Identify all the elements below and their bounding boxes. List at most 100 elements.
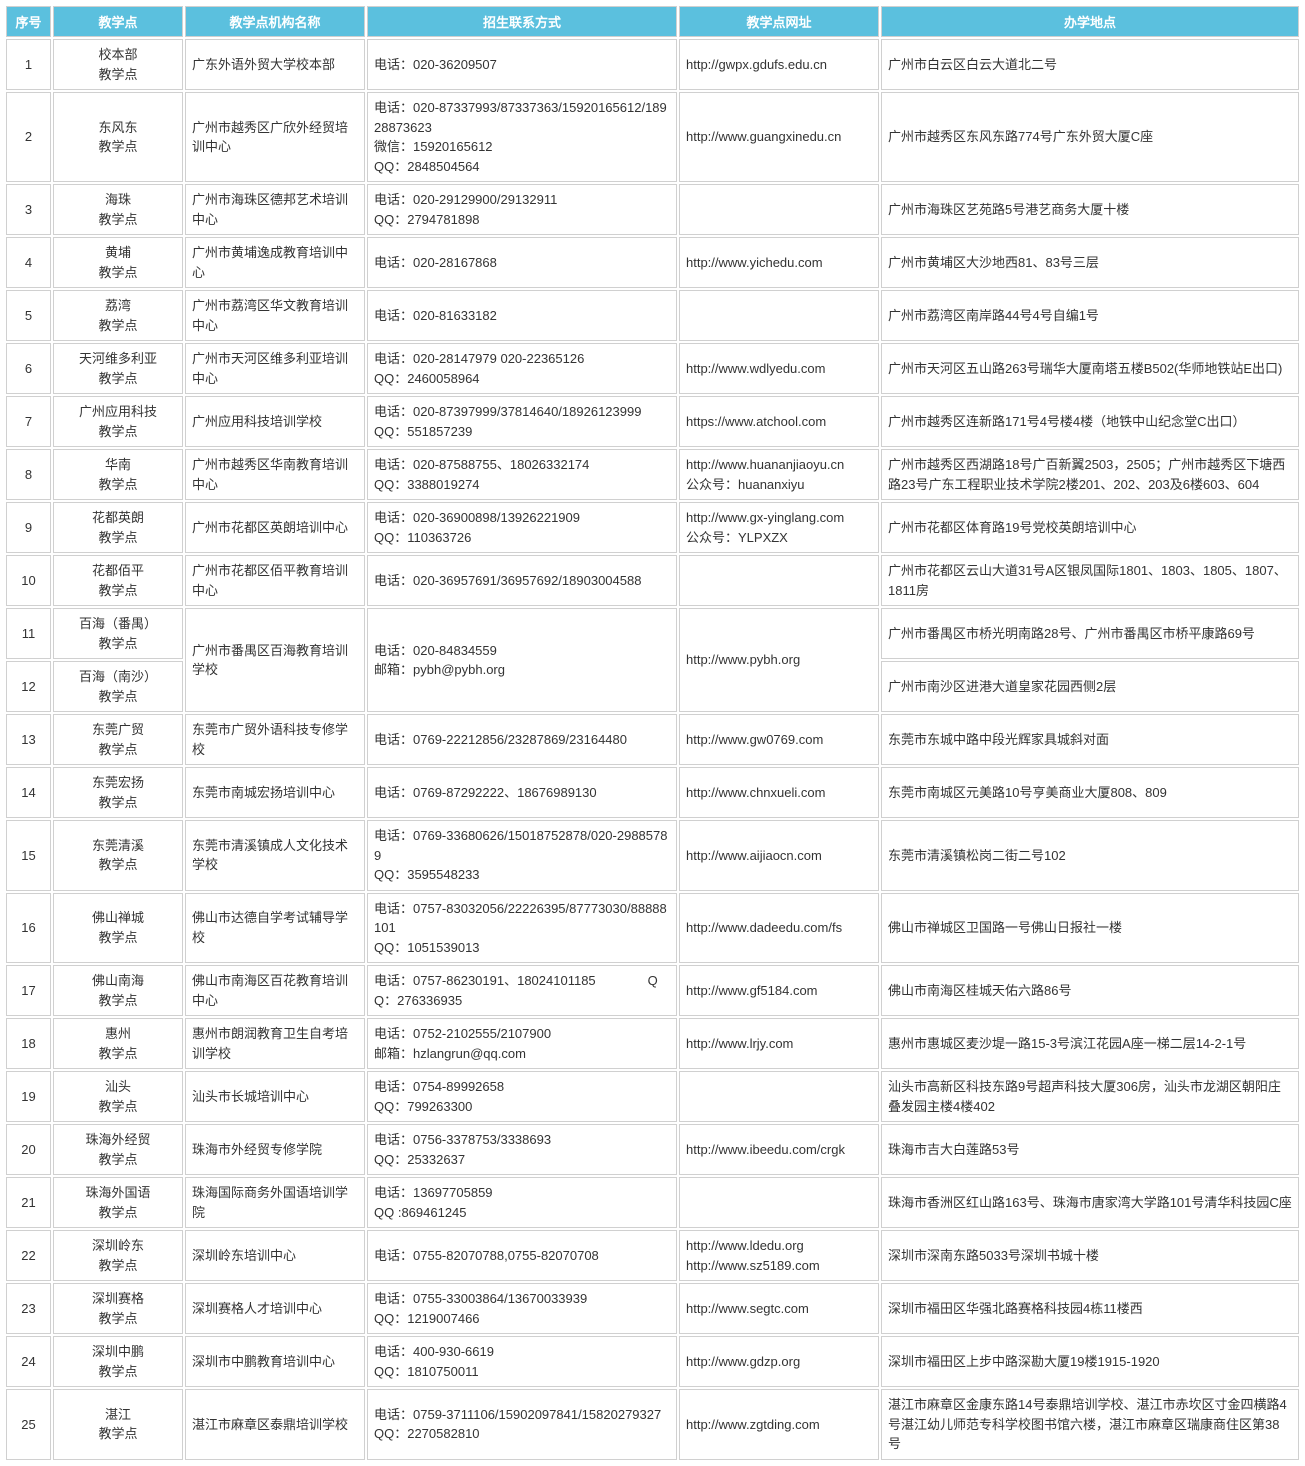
table-row: 11百海（番禺） 教学点广州市番禺区百海教育培训学校电话：020-8483455… (6, 608, 1299, 659)
table-row: 24深圳中鹏 教学点深圳市中鹏教育培训中心电话：400-930-6619 QQ：… (6, 1336, 1299, 1387)
cell-url: http://www.segtc.com (679, 1283, 879, 1334)
cell-url: http://gwpx.gdufs.edu.cn (679, 39, 879, 90)
header-point: 教学点 (53, 6, 183, 37)
table-row: 6天河维多利亚 教学点广州市天河区维多利亚培训中心电话：020-28147979… (6, 343, 1299, 394)
cell-url (679, 1177, 879, 1228)
cell-idx: 11 (6, 608, 51, 659)
cell-contact: 电话：0769-87292222、18676989130 (367, 767, 677, 818)
cell-idx: 2 (6, 92, 51, 182)
cell-point: 百海（番禺） 教学点 (53, 608, 183, 659)
cell-contact: 电话：0754-89992658 QQ：799263300 (367, 1071, 677, 1122)
cell-idx: 4 (6, 237, 51, 288)
cell-idx: 15 (6, 820, 51, 891)
cell-addr: 湛江市麻章区金康东路14号泰鼎培训学校、湛江市赤坎区寸金四横路4号湛江幼儿师范专… (881, 1389, 1299, 1460)
cell-url: http://www.gw0769.com (679, 714, 879, 765)
cell-point: 东莞宏扬 教学点 (53, 767, 183, 818)
cell-contact: 电话：020-36209507 (367, 39, 677, 90)
cell-addr: 广州市番禺区市桥光明南路28号、广州市番禺区市桥平康路69号 (881, 608, 1299, 659)
cell-idx: 16 (6, 893, 51, 964)
cell-org: 深圳市中鹏教育培训中心 (185, 1336, 365, 1387)
header-addr: 办学地点 (881, 6, 1299, 37)
cell-idx: 19 (6, 1071, 51, 1122)
cell-point: 百海（南沙） 教学点 (53, 661, 183, 712)
header-url: 教学点网址 (679, 6, 879, 37)
cell-contact: 电话：0756-3378753/3338693 QQ：25332637 (367, 1124, 677, 1175)
cell-addr: 广州市花都区体育路19号党校英朗培训中心 (881, 502, 1299, 553)
cell-point: 深圳中鹏 教学点 (53, 1336, 183, 1387)
cell-org: 广州市番禺区百海教育培训学校 (185, 608, 365, 712)
table-row: 14东莞宏扬 教学点东莞市南城宏扬培训中心电话：0769-87292222、18… (6, 767, 1299, 818)
table-row: 20珠海外经贸 教学点珠海市外经贸专修学院电话：0756-3378753/333… (6, 1124, 1299, 1175)
cell-point: 汕头 教学点 (53, 1071, 183, 1122)
cell-idx: 8 (6, 449, 51, 500)
cell-addr: 广州市荔湾区南岸路44号4号自编1号 (881, 290, 1299, 341)
cell-point: 花都佰平 教学点 (53, 555, 183, 606)
cell-org: 广州市荔湾区华文教育培训中心 (185, 290, 365, 341)
cell-addr: 惠州市惠城区麦沙堤一路15-3号滨江花园A座一梯二层14-2-1号 (881, 1018, 1299, 1069)
cell-contact: 电话：020-29129900/29132911 QQ：2794781898 (367, 184, 677, 235)
cell-contact: 电话：020-87588755、18026332174 QQ：338801927… (367, 449, 677, 500)
cell-url: http://www.aijiaocn.com (679, 820, 879, 891)
table-row: 2东风东 教学点广州市越秀区广欣外经贸培训中心电话：020-87337993/8… (6, 92, 1299, 182)
cell-addr: 广州市花都区云山大道31号A区银凤国际1801、1803、1805、1807、1… (881, 555, 1299, 606)
cell-addr: 佛山市南海区桂城天佑六路86号 (881, 965, 1299, 1016)
cell-url: http://www.gx-yinglang.com 公众号：YLPXZX (679, 502, 879, 553)
cell-contact: 电话：0755-82070788,0755-82070708 (367, 1230, 677, 1281)
table-row: 18惠州 教学点惠州市朗润教育卫生自考培训学校电话：0752-2102555/2… (6, 1018, 1299, 1069)
cell-idx: 5 (6, 290, 51, 341)
cell-org: 广州市天河区维多利亚培训中心 (185, 343, 365, 394)
cell-org: 广州市越秀区广欣外经贸培训中心 (185, 92, 365, 182)
cell-contact: 电话：020-87397999/37814640/18926123999 QQ：… (367, 396, 677, 447)
table-row: 10花都佰平 教学点广州市花都区佰平教育培训中心电话：020-36957691/… (6, 555, 1299, 606)
cell-org: 广州市越秀区华南教育培训中心 (185, 449, 365, 500)
cell-contact: 电话：020-84834559 邮箱：pybh@pybh.org (367, 608, 677, 712)
cell-url: http://www.dadeedu.com/fs (679, 893, 879, 964)
cell-addr: 东莞市清溪镇松岗二街二号102 (881, 820, 1299, 891)
cell-point: 珠海外国语 教学点 (53, 1177, 183, 1228)
cell-point: 东风东 教学点 (53, 92, 183, 182)
cell-point: 珠海外经贸 教学点 (53, 1124, 183, 1175)
cell-addr: 广州市白云区白云大道北二号 (881, 39, 1299, 90)
cell-addr: 深圳市福田区华强北路赛格科技园4栋11楼西 (881, 1283, 1299, 1334)
header-org: 教学点机构名称 (185, 6, 365, 37)
cell-addr: 汕头市高新区科技东路9号超声科技大厦306房，汕头市龙湖区朝阳庄叠发园主楼4楼4… (881, 1071, 1299, 1122)
table-row: 3海珠 教学点广州市海珠区德邦艺术培训中心电话：020-29129900/291… (6, 184, 1299, 235)
table-row: 9花都英朗 教学点广州市花都区英朗培训中心电话：020-36900898/139… (6, 502, 1299, 553)
table-row: 13东莞广贸 教学点东莞市广贸外语科技专修学校电话：0769-22212856/… (6, 714, 1299, 765)
cell-point: 海珠 教学点 (53, 184, 183, 235)
cell-url: http://www.wdlyedu.com (679, 343, 879, 394)
table-row: 16佛山禅城 教学点佛山市达德自学考试辅导学校电话：0757-83032056/… (6, 893, 1299, 964)
cell-contact: 电话：400-930-6619 QQ：1810750011 (367, 1336, 677, 1387)
cell-point: 佛山禅城 教学点 (53, 893, 183, 964)
cell-point: 天河维多利亚 教学点 (53, 343, 183, 394)
cell-org: 广州市花都区英朗培训中心 (185, 502, 365, 553)
cell-addr: 珠海市香洲区红山路163号、珠海市唐家湾大学路101号清华科技园C座 (881, 1177, 1299, 1228)
cell-point: 荔湾 教学点 (53, 290, 183, 341)
cell-addr: 广州市黄埔区大沙地西81、83号三层 (881, 237, 1299, 288)
cell-idx: 1 (6, 39, 51, 90)
cell-addr: 广州市天河区五山路263号瑞华大厦南塔五楼B502(华师地铁站E出口) (881, 343, 1299, 394)
cell-org: 广州应用科技培训学校 (185, 396, 365, 447)
cell-idx: 18 (6, 1018, 51, 1069)
cell-contact: 电话：13697705859 QQ :869461245 (367, 1177, 677, 1228)
cell-org: 汕头市长城培训中心 (185, 1071, 365, 1122)
cell-contact: 电话：0769-33680626/15018752878/020-2988578… (367, 820, 677, 891)
table-row: 4黄埔 教学点广州市黄埔逸成教育培训中心电话：020-28167868http:… (6, 237, 1299, 288)
cell-url: http://www.gdzp.org (679, 1336, 879, 1387)
cell-org: 广东外语外贸大学校本部 (185, 39, 365, 90)
cell-addr: 广州市越秀区连新路171号4号楼4楼（地铁中山纪念堂C出口） (881, 396, 1299, 447)
cell-url: http://www.guangxinedu.cn (679, 92, 879, 182)
cell-point: 华南 教学点 (53, 449, 183, 500)
cell-org: 东莞市广贸外语科技专修学校 (185, 714, 365, 765)
cell-addr: 东莞市东城中路中段光辉家具城斜对面 (881, 714, 1299, 765)
cell-url: http://www.lrjy.com (679, 1018, 879, 1069)
cell-url: http://www.ibeedu.com/crgk (679, 1124, 879, 1175)
cell-org: 东莞市清溪镇成人文化技术学校 (185, 820, 365, 891)
table-row: 25湛江 教学点湛江市麻章区泰鼎培训学校电话：0759-3711106/1590… (6, 1389, 1299, 1460)
cell-addr: 东莞市南城区元美路10号亨美商业大厦808、809 (881, 767, 1299, 818)
cell-org: 佛山市达德自学考试辅导学校 (185, 893, 365, 964)
cell-idx: 22 (6, 1230, 51, 1281)
cell-org: 深圳赛格人才培训中心 (185, 1283, 365, 1334)
cell-url: http://www.huananjiaoyu.cn 公众号：huananxiy… (679, 449, 879, 500)
table-row: 15东莞清溪 教学点东莞市清溪镇成人文化技术学校电话：0769-33680626… (6, 820, 1299, 891)
